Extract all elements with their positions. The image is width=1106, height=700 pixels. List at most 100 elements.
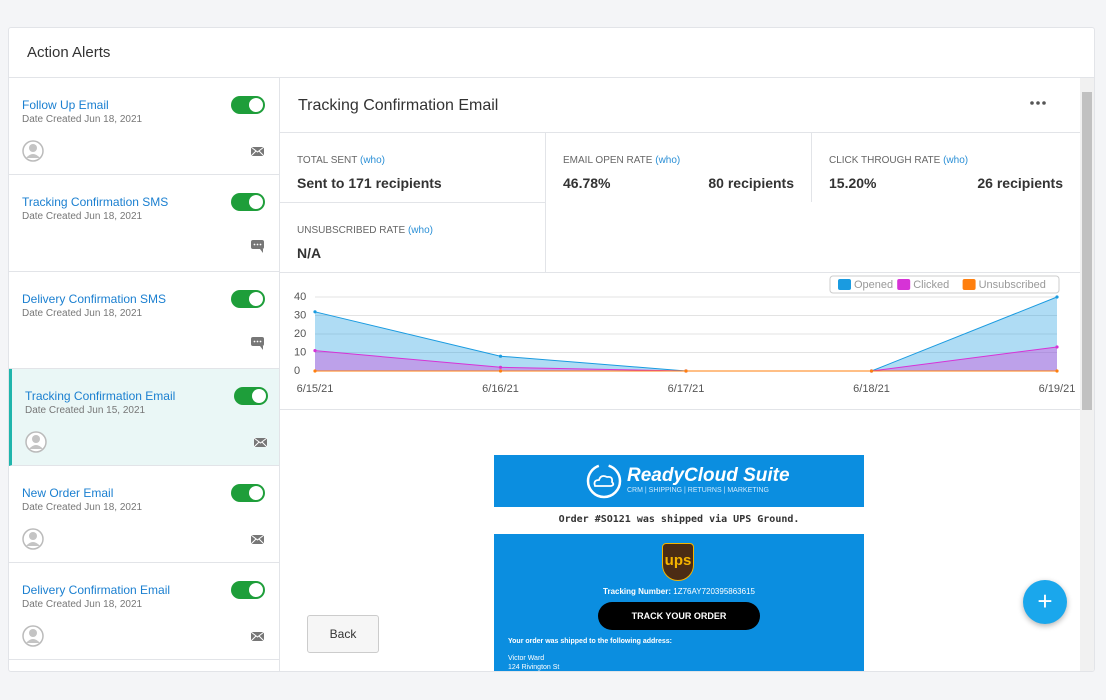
y-tick-label: 10: [294, 346, 306, 358]
stat-recipients: 26 recipients: [977, 175, 1063, 191]
email-body: ups Tracking Number: 1Z76AY720395863615 TR…: [494, 534, 864, 671]
toggle[interactable]: [231, 484, 265, 502]
logo-cloud: [593, 475, 615, 487]
icons: [22, 140, 265, 162]
point: [313, 369, 317, 373]
mail-flap: [250, 631, 265, 642]
sms-dot: [253, 340, 256, 343]
toggle[interactable]: [231, 581, 265, 599]
toggle[interactable]: [234, 387, 268, 405]
point: [684, 369, 688, 373]
track-button[interactable]: TRACK YOUR ORDER: [598, 602, 760, 630]
stat-label-text: CLICK THROUGH RATE: [829, 155, 941, 166]
who-link[interactable]: (who): [655, 155, 681, 166]
avatar-body: [26, 542, 40, 546]
stat-label-text: UNSUBSCRIBED RATE: [297, 225, 406, 236]
alert-name: Tracking Confirmation SMS: [22, 195, 169, 209]
sms-dot: [259, 243, 262, 246]
who-link[interactable]: (who): [407, 225, 433, 236]
point: [1055, 295, 1059, 299]
alert-name: Tracking Confirmation Email: [25, 389, 176, 403]
alert-item[interactable]: Delivery Confirmation SMS Date Created Ju…: [9, 272, 279, 369]
avatar-body: [26, 154, 40, 158]
scrollbar[interactable]: [1080, 78, 1094, 671]
stat: CLICK THROUGH RATE (who) 15.20% 26 recipie…: [812, 132, 1080, 202]
icons: [22, 625, 265, 647]
stat-value: 46.78%: [563, 175, 611, 191]
who-link[interactable]: (who): [359, 155, 385, 166]
x-tick-label: 6/16/21: [482, 383, 519, 395]
header: Action Alerts: [9, 28, 1094, 78]
alert-item[interactable]: Delivery Confirmation Email Date Created …: [9, 563, 279, 660]
area: [315, 346, 1057, 371]
sms-dot: [256, 340, 259, 343]
add-button[interactable]: +: [1023, 580, 1067, 624]
sms-tail: [260, 249, 263, 253]
stat-value: Sent to 171 recipients: [297, 175, 442, 191]
sms-tail: [260, 346, 263, 350]
alert-item[interactable]: Tracking Confirmation SMS Date Created Ju…: [9, 175, 279, 272]
stat-label: TOTAL SENT (who): [297, 155, 385, 166]
address-intro: Your order was shipped to the following …: [508, 638, 672, 645]
alert-date: Date Created Jun 15, 2021: [25, 405, 146, 416]
legend-swatch: [897, 279, 911, 290]
alert-date: Date Created Jun 18, 2021: [22, 114, 143, 125]
address-line: Victor Ward: [508, 655, 545, 662]
legend-box: [829, 275, 1060, 294]
alert-item[interactable]: Follow Up Email Date Created Jun 18, 2021: [9, 78, 279, 175]
carrier-logo: ups: [662, 543, 694, 581]
tracking-line: Tracking Number: 1Z76AY720395863615: [494, 587, 864, 596]
alert-item[interactable]: New Order Email Date Created Jun 18, 2021: [9, 466, 279, 563]
avatar-head: [29, 629, 37, 637]
point: [313, 349, 317, 353]
alert-item[interactable]: Tracking Confirmation Email Date Created …: [9, 369, 279, 466]
address-line: 124 Rivington St: [508, 664, 560, 671]
email-preview: ReadyCloud Suite CRM | SHIPPING | RETURNS…: [494, 442, 864, 671]
point: [498, 369, 503, 373]
alert-date: Date Created Jun 18, 2021: [22, 599, 143, 610]
stat-label: CLICK THROUGH RATE (who): [829, 155, 968, 166]
x-tick-label: 6/15/21: [297, 383, 334, 395]
scroll-thumb[interactable]: [1082, 92, 1092, 410]
avatar-body: [26, 639, 40, 643]
stat: EMAIL OPEN RATE (who) 46.78% 80 recipients: [546, 132, 812, 202]
x-tick-label: 6/19/21: [1039, 383, 1076, 395]
legend-label: Unsubscribed: [979, 279, 1046, 291]
chart: 0 10 20 30 40 6/15/21 6/16/21 6/17/21 6/18/21 6/1…: [280, 272, 1080, 410]
alert-name: Follow Up Email: [22, 98, 109, 112]
who-link[interactable]: (who): [943, 155, 969, 166]
y-tick-label: 0: [294, 365, 300, 377]
legend-label: Opened: [854, 279, 893, 291]
tracking-label: Tracking Number:: [603, 587, 672, 596]
brand-logo: [586, 463, 622, 499]
sms-dot: [259, 340, 262, 343]
stat-label-text: EMAIL OPEN RATE: [563, 155, 653, 166]
point: [313, 310, 317, 314]
back-button[interactable]: Back: [307, 615, 379, 653]
legend-swatch: [962, 279, 976, 290]
icons: [251, 337, 264, 350]
toggle[interactable]: [231, 290, 265, 308]
card: Action Alerts Follow Up Email Date Create…: [8, 27, 1095, 672]
avatar-head: [29, 532, 37, 540]
alert-date: Date Created Jun 18, 2021: [22, 211, 143, 222]
point: [498, 365, 503, 369]
sms-dot: [253, 243, 256, 246]
avatar-head: [32, 435, 40, 443]
legend-swatch: [838, 279, 851, 290]
detail-panel: Tracking Confirmation Email TOTAL SENT (…: [280, 78, 1080, 671]
stat-value: N/A: [297, 245, 322, 261]
mail-flap: [253, 437, 268, 448]
toggle[interactable]: [231, 96, 265, 114]
more-menu[interactable]: [1028, 98, 1048, 108]
x-tick-label: 6/17/21: [668, 383, 705, 395]
tracking-number: 1Z76AY720395863615: [673, 587, 755, 596]
avatar-body: [29, 445, 43, 449]
page-title: Action Alerts: [27, 44, 111, 61]
alert-name: Delivery Confirmation SMS: [22, 292, 167, 306]
stat-label: UNSUBSCRIBED RATE (who): [297, 225, 433, 236]
y-tick-label: 30: [294, 309, 306, 321]
toggle[interactable]: [231, 193, 265, 211]
logo-ring: [586, 463, 622, 499]
